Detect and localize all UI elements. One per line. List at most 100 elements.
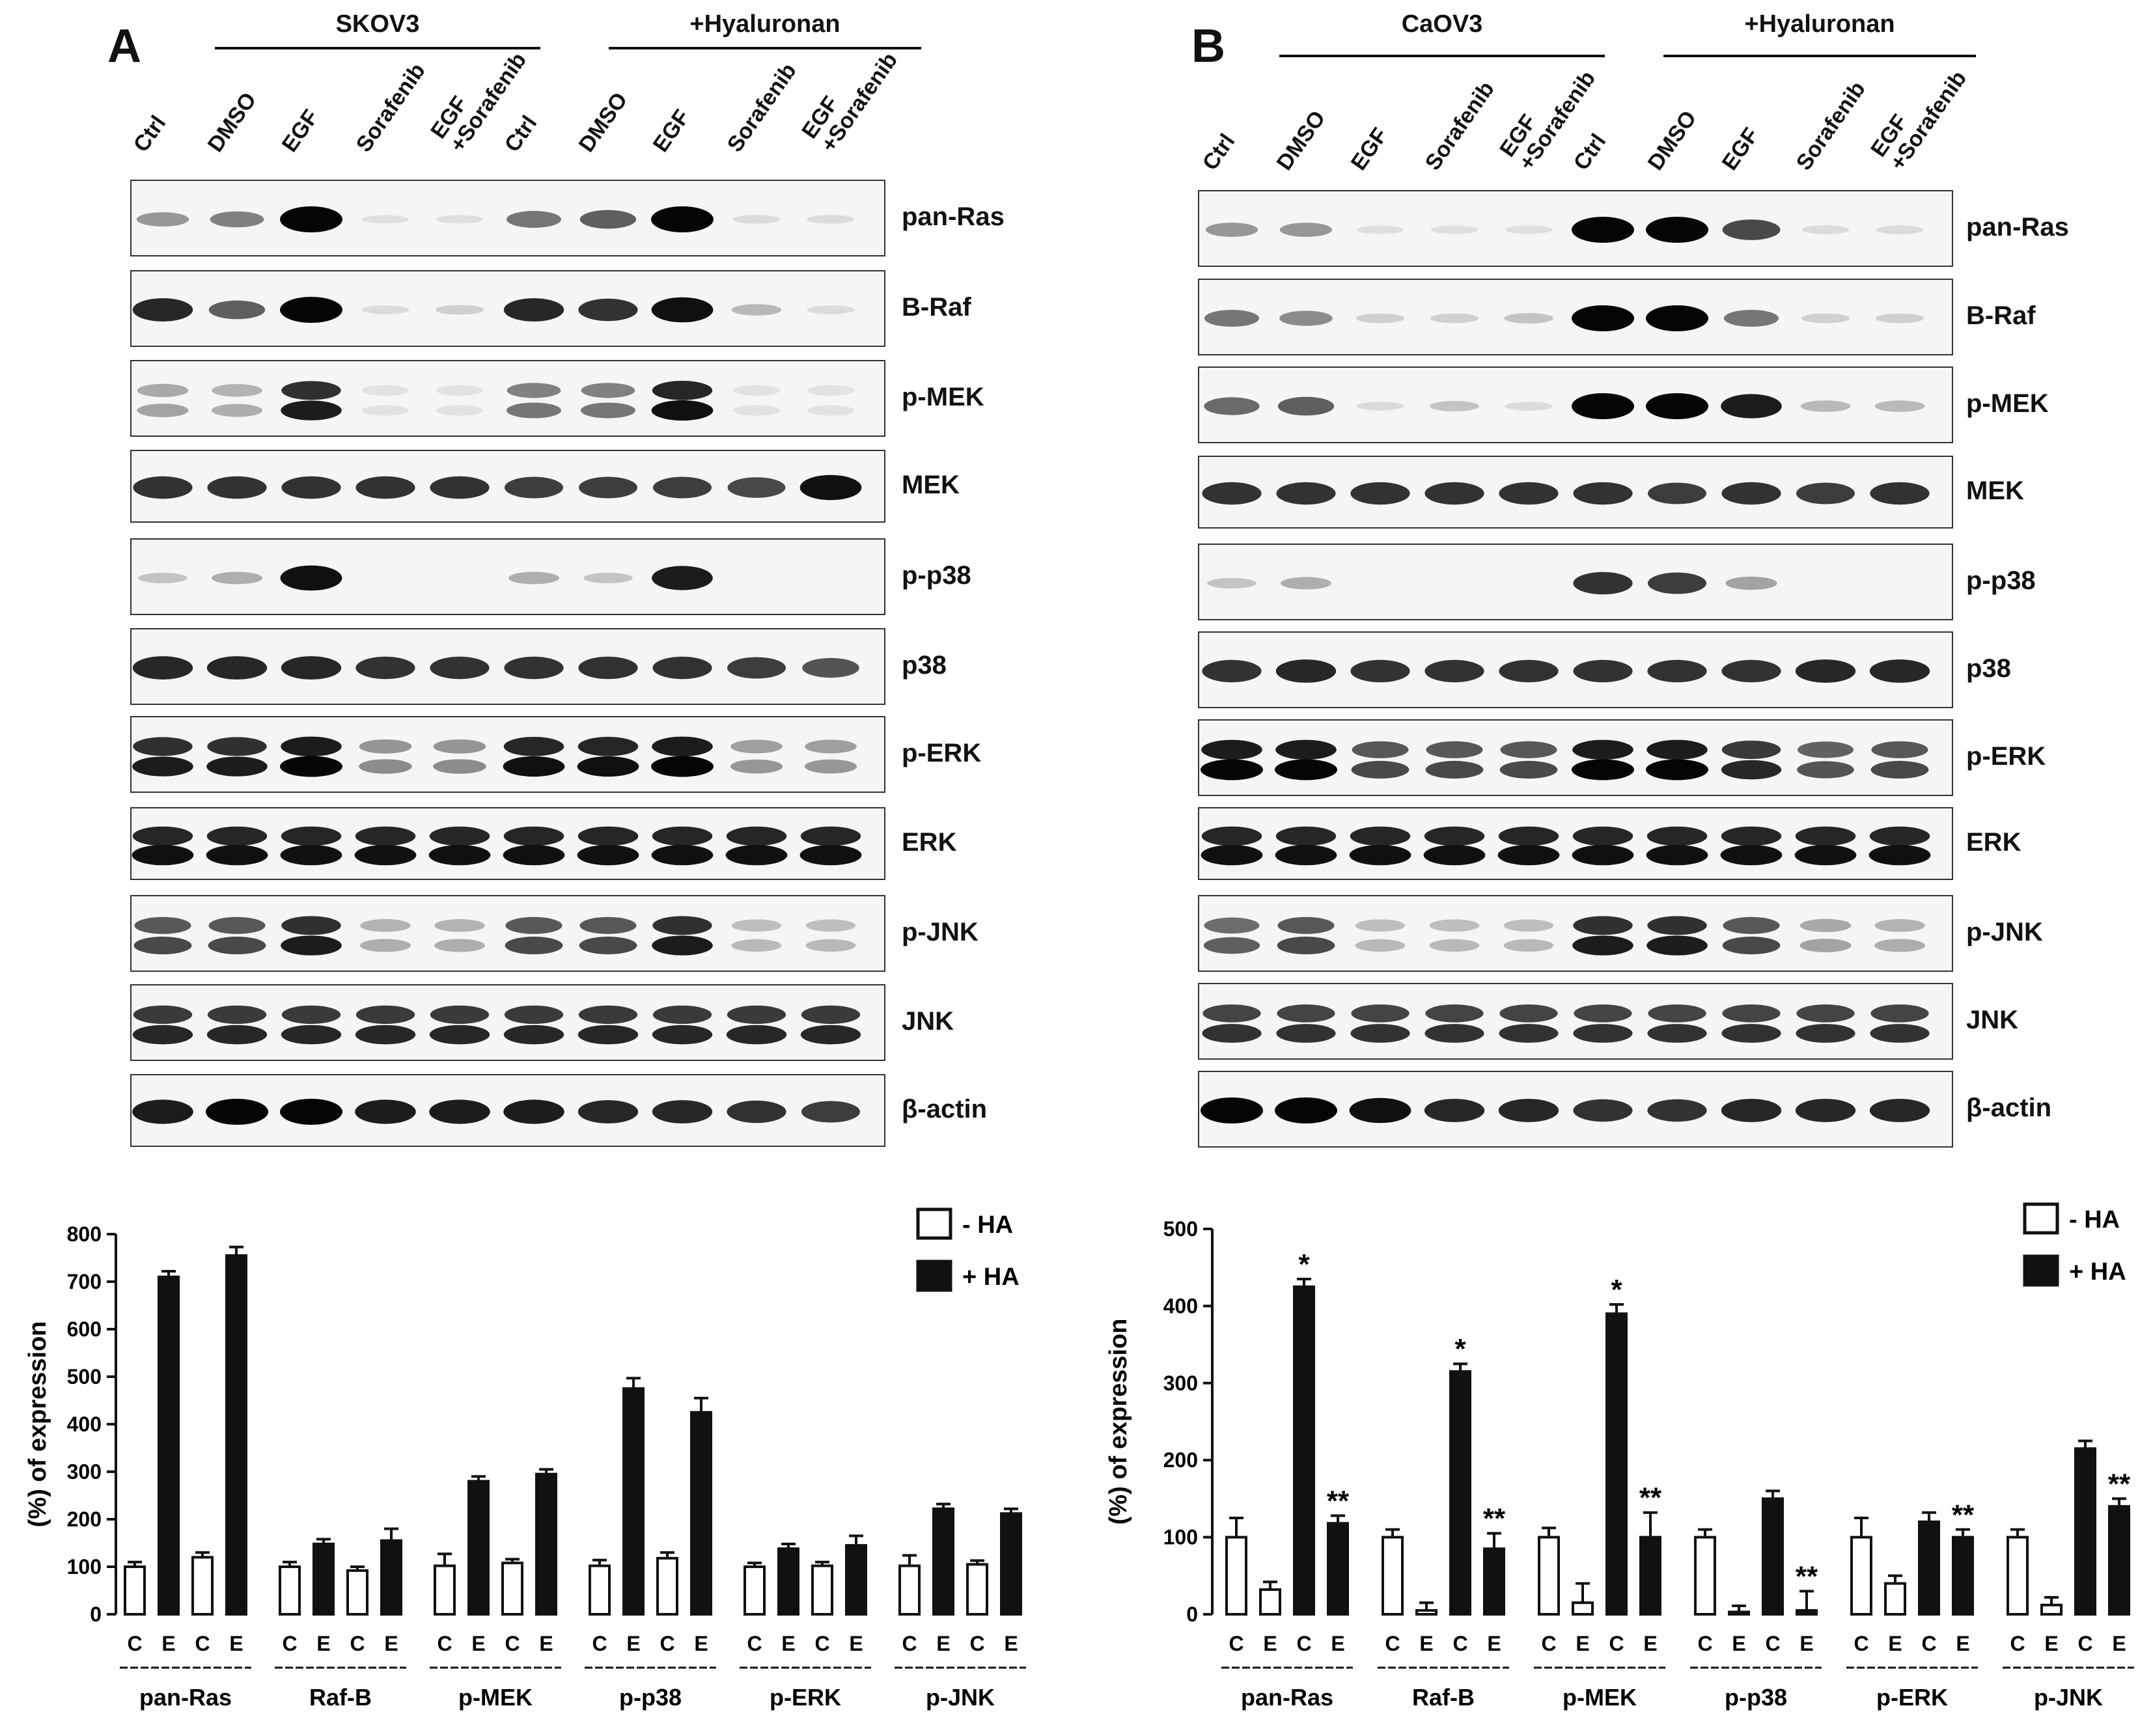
bar xyxy=(743,1565,766,1616)
legend-label: - HA xyxy=(2069,1206,2120,1233)
protein-band xyxy=(206,845,268,866)
protein-band xyxy=(583,572,633,584)
blot-strip xyxy=(1198,1071,1953,1148)
blot-label: p-MEK xyxy=(1966,389,2049,418)
protein-band xyxy=(503,737,564,756)
protein-band xyxy=(1721,760,1782,780)
protein-band xyxy=(1795,826,1856,846)
y-axis-label: (%) of expression xyxy=(24,1321,51,1528)
protein-band xyxy=(652,656,712,680)
protein-band xyxy=(1499,1024,1559,1043)
bar xyxy=(1415,1609,1438,1616)
bar xyxy=(225,1254,247,1616)
cell-line-bracket xyxy=(215,47,540,49)
treatment-group-bracket xyxy=(609,47,921,49)
blot-strip xyxy=(1198,456,1953,529)
bar xyxy=(1572,1601,1594,1616)
subcategory-label: E xyxy=(1799,1632,1813,1655)
protein-band xyxy=(1869,1099,1930,1122)
protein-band xyxy=(433,739,486,754)
bar xyxy=(777,1547,799,1616)
subcategory-label: E xyxy=(471,1632,485,1655)
protein-band xyxy=(651,845,714,866)
protein-band xyxy=(1503,939,1554,952)
protein-band xyxy=(578,1005,638,1024)
bar xyxy=(1327,1522,1349,1616)
protein-band xyxy=(354,845,417,866)
protein-band xyxy=(137,383,189,397)
legend-label: + HA xyxy=(2069,1258,2126,1286)
blot-strip xyxy=(130,716,885,793)
protein-band xyxy=(428,845,491,866)
protein-band xyxy=(1572,393,1634,419)
y-tick-label: 100 xyxy=(1163,1526,1198,1549)
protein-band xyxy=(503,1025,564,1045)
category-label: p-MEK xyxy=(1563,1684,1637,1711)
bar xyxy=(2074,1447,2096,1616)
subcategory-label: C xyxy=(195,1632,210,1655)
protein-band xyxy=(727,1005,786,1024)
protein-band xyxy=(1356,402,1404,411)
protein-band xyxy=(1869,659,1930,683)
bar xyxy=(1225,1536,1247,1616)
subcategory-label: C xyxy=(747,1632,762,1655)
protein-band xyxy=(505,936,563,955)
bar xyxy=(932,1507,954,1616)
protein-band xyxy=(652,1100,713,1123)
subcategory-label: E xyxy=(781,1632,795,1655)
protein-band xyxy=(1202,659,1262,683)
category-label: p-ERK xyxy=(1876,1684,1948,1711)
protein-band xyxy=(1573,482,1633,505)
lane-label: Ctrl xyxy=(128,111,171,157)
blot-strip xyxy=(130,1074,885,1147)
blot-strip xyxy=(1198,544,1953,620)
subcategory-label: E xyxy=(1263,1632,1277,1655)
protein-band xyxy=(1426,741,1483,758)
protein-band xyxy=(727,1100,786,1123)
protein-band xyxy=(1876,225,1924,234)
protein-band xyxy=(1275,659,1337,683)
protein-band xyxy=(579,936,637,955)
protein-band xyxy=(652,381,713,400)
protein-band xyxy=(732,215,781,224)
bar xyxy=(2007,1536,2029,1616)
protein-band xyxy=(577,826,639,846)
subcategory-label: E xyxy=(1732,1632,1745,1655)
protein-band xyxy=(1572,305,1634,331)
significance-marker: * xyxy=(1611,1274,1622,1306)
protein-band xyxy=(727,657,786,679)
subcategory-label: E xyxy=(2112,1632,2126,1655)
blot-strip xyxy=(130,538,885,615)
protein-band xyxy=(430,1005,490,1024)
protein-band xyxy=(355,1025,416,1045)
protein-band xyxy=(361,215,410,224)
protein-band xyxy=(210,211,264,228)
protein-band xyxy=(361,305,410,314)
subcategory-label: E xyxy=(1419,1632,1433,1655)
bar xyxy=(124,1565,146,1616)
bar xyxy=(2040,1603,2063,1616)
protein-band xyxy=(579,210,637,229)
y-tick-label: 700 xyxy=(67,1270,102,1293)
protein-band xyxy=(503,845,565,866)
protein-band xyxy=(1646,217,1708,243)
protein-band xyxy=(1350,482,1410,505)
subcategory-label: E xyxy=(694,1632,708,1655)
protein-band xyxy=(281,736,342,757)
bar-chart: (%) of expression 0 100 200 300 400 500 600 700 8… xyxy=(0,1185,1068,1733)
protein-band xyxy=(360,919,411,932)
blot-label: p-ERK xyxy=(1966,742,2046,771)
bar xyxy=(1000,1512,1022,1616)
protein-band xyxy=(651,756,714,777)
blot-label: p-JNK xyxy=(902,918,979,946)
subcategory-label: E xyxy=(229,1632,243,1655)
protein-band xyxy=(434,919,485,932)
protein-band xyxy=(435,305,484,315)
bar xyxy=(346,1569,368,1616)
bar xyxy=(380,1539,402,1616)
protein-band xyxy=(507,402,561,419)
subcategory-label: E xyxy=(384,1632,398,1655)
subcategory-label: C xyxy=(1541,1632,1556,1655)
protein-band xyxy=(577,845,639,866)
protein-band xyxy=(1424,659,1484,683)
